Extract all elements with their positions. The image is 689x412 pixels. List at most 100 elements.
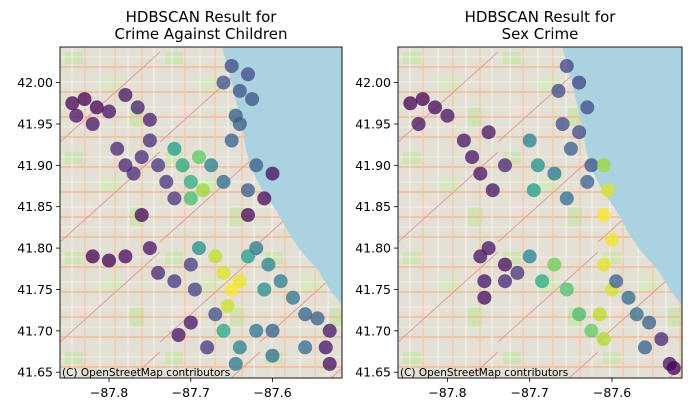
data-point-45 — [183, 257, 198, 272]
data-point-59 — [298, 307, 313, 322]
data-point-15 — [559, 191, 574, 206]
data-point-20 — [192, 150, 206, 165]
chart-title-line-2: Sex Crime — [502, 25, 579, 43]
data-point-44 — [477, 290, 492, 305]
axes-frame — [397, 46, 683, 379]
chart-title-line-1: HDBSCAN Result for — [465, 8, 617, 26]
data-point-54 — [249, 241, 264, 256]
data-point-14 — [151, 158, 166, 173]
data-point-42 — [142, 241, 157, 256]
data-point-49 — [216, 265, 231, 280]
y-tick-label: 41.95 — [355, 116, 391, 131]
y-tick-label: 41.95 — [17, 116, 53, 131]
chart-title-line-1: HDBSCAN Result for — [126, 8, 278, 26]
x-tick-label: −87.8 — [428, 385, 466, 400]
y-tick-label: 41.70 — [17, 323, 53, 338]
data-point-68 — [216, 323, 231, 338]
x-tick-label: −87.6 — [253, 385, 291, 400]
data-point-69 — [208, 307, 223, 322]
data-point-17 — [555, 117, 570, 131]
data-point-8 — [142, 112, 157, 127]
data-point-33 — [249, 158, 264, 173]
y-axis: 41.65 41.70 41.75 41.80 41.85 41.90 41.95 42.00 — [17, 75, 60, 380]
data-point-70 — [183, 315, 198, 330]
data-point-25 — [224, 133, 239, 148]
data-point-18 — [551, 83, 566, 98]
data-point-50 — [654, 332, 669, 347]
data-point-66 — [249, 323, 264, 338]
data-point-23 — [584, 158, 599, 173]
data-point-36 — [547, 257, 562, 272]
y-tick-label: 41.75 — [17, 282, 53, 297]
data-point-2 — [428, 100, 442, 115]
data-point-0 — [65, 96, 80, 111]
data-point-23 — [204, 158, 219, 173]
data-point-33 — [584, 323, 599, 338]
data-point-24 — [216, 174, 231, 189]
data-point-0 — [403, 96, 418, 111]
data-point-29 — [224, 59, 239, 73]
map-area[interactable] — [60, 47, 360, 412]
data-point-7 — [130, 100, 145, 115]
chart-title-line-2: Crime Against Children — [115, 25, 288, 43]
y-tick-label: 42.00 — [355, 75, 391, 90]
lake-michigan — [222, 47, 342, 305]
cluster-points — [65, 59, 337, 371]
data-point-22 — [572, 125, 587, 140]
data-point-61 — [322, 323, 337, 338]
data-point-4 — [85, 117, 100, 131]
data-point-31 — [245, 92, 260, 107]
data-point-31 — [592, 307, 607, 322]
data-point-46 — [187, 282, 202, 297]
cluster-points — [403, 59, 681, 376]
data-point-17 — [167, 141, 182, 156]
data-point-34 — [572, 307, 587, 322]
subplot-sex-crime: HDBSCAN Result for Sex Crime (C) OpenStr… — [355, 8, 689, 412]
data-point-12 — [530, 158, 545, 173]
data-point-44 — [167, 274, 182, 289]
data-point-19 — [559, 59, 574, 73]
data-point-52 — [666, 361, 681, 376]
data-point-27 — [596, 208, 611, 222]
y-tick-label: 41.90 — [17, 158, 53, 173]
axes-frame — [59, 46, 343, 379]
data-point-14 — [547, 166, 562, 181]
map-area[interactable] — [398, 47, 689, 412]
data-point-49 — [642, 315, 657, 330]
data-point-48 — [208, 249, 223, 264]
y-tick-label: 41.80 — [17, 241, 53, 256]
data-point-56 — [257, 282, 272, 297]
data-point-65 — [265, 323, 280, 338]
data-point-34 — [241, 183, 255, 198]
data-point-16 — [563, 141, 578, 156]
y-tick-label: 42.00 — [17, 75, 53, 90]
data-point-41 — [118, 249, 133, 264]
map-attribution: (C) OpenStreetMap contributors — [62, 367, 230, 379]
data-point-35 — [257, 191, 272, 206]
x-axis: −87.8 −87.7 −87.6 — [428, 378, 631, 400]
x-tick-label: −87.7 — [172, 385, 210, 400]
data-point-9 — [481, 125, 496, 140]
data-point-64 — [298, 340, 313, 355]
data-point-7 — [473, 166, 488, 181]
data-point-43 — [151, 265, 166, 280]
data-point-62 — [318, 340, 333, 355]
data-point-8 — [485, 183, 500, 198]
data-point-13 — [142, 133, 157, 148]
data-point-15 — [159, 174, 174, 189]
data-point-53 — [638, 340, 652, 355]
data-point-20 — [572, 75, 587, 90]
data-point-55 — [261, 257, 276, 272]
x-tick-label: −87.6 — [593, 385, 631, 400]
data-point-38 — [522, 249, 537, 264]
data-point-60 — [310, 311, 325, 326]
data-point-11 — [126, 166, 141, 181]
data-point-3 — [411, 117, 426, 131]
data-point-4 — [440, 108, 455, 123]
map-attribution: (C) OpenStreetMap contributors — [400, 367, 568, 379]
data-point-1 — [77, 92, 92, 107]
data-point-13 — [526, 183, 541, 198]
y-tick-label: 41.70 — [355, 323, 391, 338]
data-point-51 — [220, 299, 235, 313]
data-point-5 — [102, 104, 116, 119]
